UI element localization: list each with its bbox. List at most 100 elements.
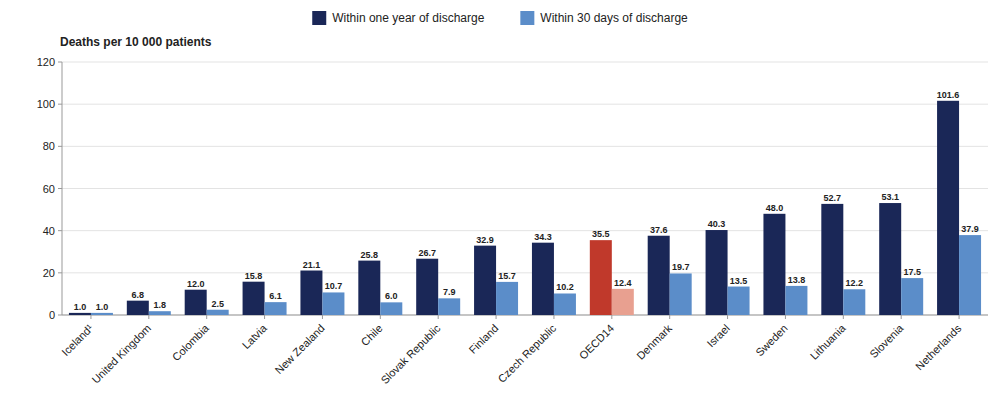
y-tick <box>58 272 62 273</box>
data-label: 25.8 <box>361 250 379 260</box>
x-tick-label: Denmark <box>634 322 674 362</box>
bar <box>358 261 380 315</box>
data-label: 6.1 <box>269 291 282 301</box>
data-label: 101.6 <box>937 90 960 100</box>
data-label: 52.7 <box>824 193 842 203</box>
bar <box>937 101 959 315</box>
bar <box>380 302 402 315</box>
y-tick-label: 120 <box>37 56 55 68</box>
bar <box>438 298 460 315</box>
bars <box>69 101 981 315</box>
grid-line <box>62 146 988 147</box>
y-tick <box>58 62 62 63</box>
bar <box>879 203 901 315</box>
bar <box>69 313 91 315</box>
grid-line <box>62 104 988 105</box>
y-tick <box>58 104 62 105</box>
data-label: 53.1 <box>881 192 899 202</box>
chart-container: 020406080100120Iceland¹United KingdomCol… <box>0 0 1000 420</box>
x-tick <box>843 315 844 319</box>
data-label: 40.3 <box>708 219 726 229</box>
x-tick <box>785 315 786 319</box>
chart-svg: 020406080100120Iceland¹United KingdomCol… <box>0 0 1000 420</box>
bar <box>763 214 785 315</box>
data-label: 32.9 <box>476 235 494 245</box>
bar <box>843 289 865 315</box>
data-label: 12.4 <box>614 278 632 288</box>
y-tick-label: 100 <box>37 98 55 110</box>
data-label: 37.6 <box>650 225 668 235</box>
bar <box>648 236 670 315</box>
bar <box>785 286 807 315</box>
x-tick <box>206 315 207 319</box>
x-tick-label: Netherlands <box>913 322 964 373</box>
x-tick-label: Czech Republic <box>495 322 558 385</box>
data-label: 6.0 <box>385 291 398 301</box>
data-label: 13.8 <box>788 275 806 285</box>
y-tick <box>58 230 62 231</box>
legend-swatch <box>312 11 326 25</box>
x-tick <box>496 315 497 319</box>
data-label: 10.2 <box>556 282 574 292</box>
bar <box>416 259 438 315</box>
x-tick-label: Slovak Republic <box>378 322 443 387</box>
data-labels: 1.06.812.015.821.125.826.732.934.335.537… <box>74 90 979 312</box>
bar <box>959 235 981 315</box>
y-axis-line <box>62 62 63 315</box>
data-label: 34.3 <box>534 232 552 242</box>
bar <box>670 273 692 315</box>
data-label: 15.7 <box>498 271 516 281</box>
bar <box>149 311 171 315</box>
data-label: 12.2 <box>846 278 864 288</box>
x-tick-label: Latvia <box>240 321 270 351</box>
data-label: 21.1 <box>303 260 321 270</box>
data-label: 1.8 <box>154 300 167 310</box>
data-label: 17.5 <box>903 267 921 277</box>
bar <box>91 313 113 315</box>
y-tick <box>58 188 62 189</box>
data-label: 15.8 <box>245 271 263 281</box>
bar <box>474 246 496 315</box>
data-label: 1.0 <box>74 302 87 312</box>
bar <box>554 293 576 315</box>
bar <box>207 310 229 315</box>
bar <box>322 292 344 315</box>
y-tick-label: 20 <box>43 267 55 279</box>
bar <box>532 243 554 315</box>
data-label: 2.5 <box>211 299 224 309</box>
grid-line <box>62 230 988 231</box>
x-tick-label: New Zealand <box>273 322 327 376</box>
y-tick-label: 40 <box>43 225 55 237</box>
axes: 020406080100120Iceland¹United KingdomCol… <box>37 56 988 386</box>
data-label: 6.8 <box>132 290 145 300</box>
bar <box>590 240 612 315</box>
legend-label: Within one year of discharge <box>332 11 484 25</box>
y-tick <box>58 315 62 316</box>
x-tick <box>90 315 91 319</box>
y-tick-label: 80 <box>43 140 55 152</box>
grid-line <box>62 188 988 189</box>
x-tick <box>553 315 554 319</box>
y-tick-label: 60 <box>43 183 55 195</box>
bar <box>496 282 518 315</box>
bar <box>127 301 149 315</box>
data-label: 7.9 <box>443 287 456 297</box>
data-label: 12.0 <box>187 279 205 289</box>
x-tick-label: Slovenia <box>867 321 906 360</box>
bar <box>243 282 265 315</box>
data-label: 10.7 <box>325 281 343 291</box>
data-label: 37.9 <box>961 224 979 234</box>
grid-line <box>62 62 988 63</box>
x-tick <box>727 315 728 319</box>
x-tick <box>322 315 323 319</box>
legend-swatch <box>520 11 534 25</box>
x-tick-label: OECD14 <box>577 322 617 362</box>
data-label: 35.5 <box>592 229 610 239</box>
legend-label: Within 30 days of discharge <box>540 11 688 25</box>
bar <box>901 278 923 315</box>
bar <box>265 302 287 315</box>
data-label: 13.5 <box>730 276 748 286</box>
bar <box>612 289 634 315</box>
x-tick-label: Lithuania <box>808 321 849 362</box>
x-tick-label: Colombia <box>170 321 212 363</box>
